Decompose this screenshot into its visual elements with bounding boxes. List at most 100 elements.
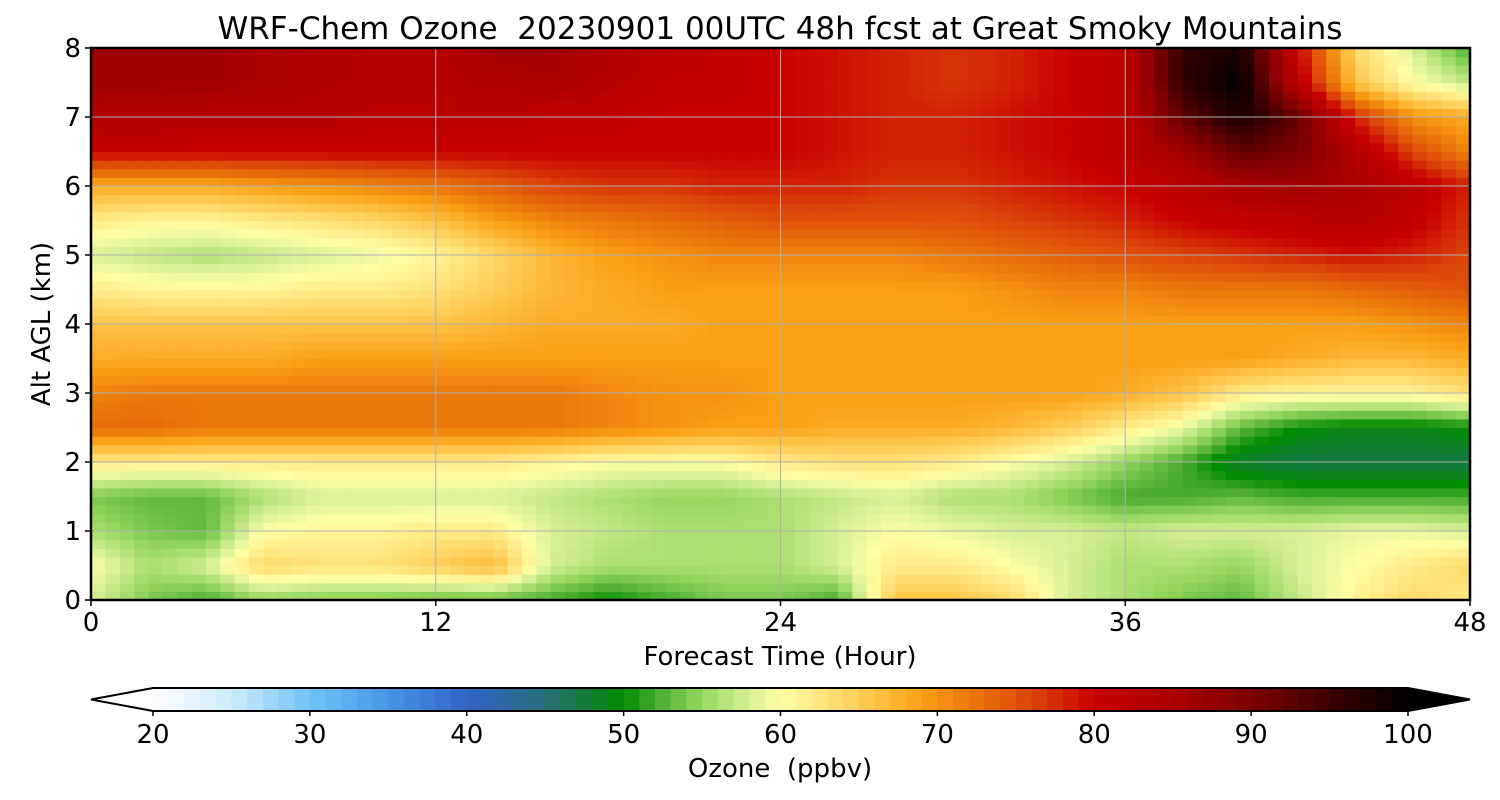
heatmap-cell [306,436,322,446]
heatmap-cell [1082,436,1098,446]
heatmap-cell [852,263,868,273]
heatmap-cell [766,513,782,523]
heatmap-cell [1211,151,1227,161]
heatmap-cell [1110,556,1126,567]
heatmap-cell [1441,393,1457,403]
heatmap-cell [320,367,336,377]
heatmap-cell [550,332,566,342]
heatmap-cell [1024,591,1040,600]
heatmap-cell [1053,384,1069,394]
heatmap-cell [995,470,1011,480]
heatmap-cell [823,522,839,532]
heatmap-cell [866,462,882,472]
heatmap-cell [1082,367,1098,377]
heatmap-cell [1153,591,1169,600]
heatmap-cell [723,505,738,515]
heatmap-cell [263,531,279,541]
heatmap-cell [1125,505,1141,515]
heatmap-cell [924,556,940,567]
heatmap-cell [205,358,221,368]
heatmap-cell [909,375,925,385]
heatmap-cell [967,375,983,385]
heatmap-cell [1053,462,1069,472]
heatmap-cell [780,289,796,299]
heatmap-cell [579,436,595,446]
heatmap-cell [292,496,308,506]
heatmap-cell [981,556,997,567]
heatmap-cell [1355,186,1371,196]
heatmap-cell [881,591,897,600]
heatmap-cell [579,341,595,351]
heatmap-cell [1426,479,1442,489]
heatmap-cell [766,522,782,532]
heatmap-cell [608,280,624,291]
heatmap-cell [651,427,667,437]
heatmap-cell [608,444,624,454]
heatmap-cell [981,298,997,308]
heatmap-cell [909,160,925,170]
heatmap-cell [1311,393,1327,403]
heatmap-cell [593,358,609,368]
heatmap-cell [938,160,954,170]
heatmap-cell [1139,229,1155,239]
heatmap-cell [995,487,1011,498]
heatmap-cell [478,341,494,351]
heatmap-cell [1311,289,1327,299]
heatmap-cell [622,186,638,196]
heatmap-cell [277,341,293,351]
heatmap-cell [751,522,767,532]
heatmap-cell [478,427,494,437]
heatmap-cell [1455,203,1470,213]
heatmap-cell [809,410,825,420]
heatmap-cell [1441,582,1457,592]
heatmap-cell [1211,462,1227,472]
heatmap-cell [1096,255,1112,265]
heatmap-cell [679,341,695,351]
heatmap-cell [909,531,925,541]
heatmap-cell [1225,487,1241,498]
heatmap-cell [1197,565,1213,575]
heatmap-cell [1010,315,1026,325]
heatmap-cell [866,418,882,429]
heatmap-cell [737,324,753,334]
heatmap-cell [249,237,264,247]
heatmap-cell [134,220,150,230]
heatmap-cell [1053,367,1069,377]
heatmap-cell [507,306,523,316]
heatmap-cell [1240,367,1256,377]
heatmap-cell [205,487,221,498]
heatmap-cell [866,341,882,351]
heatmap-cell [1369,341,1385,351]
heatmap-cell [723,203,738,213]
heatmap-cell [536,194,552,204]
heatmap-cell [205,246,221,256]
heatmap-cell [1225,444,1241,454]
heatmap-cell [823,272,839,282]
heatmap-cell [938,272,954,282]
heatmap-cell [651,462,667,472]
heatmap-cell [1254,289,1270,299]
heatmap-cell [421,479,437,489]
heatmap-cell [349,505,365,515]
heatmap-cell [119,410,135,420]
heatmap-cell [1297,203,1313,213]
heatmap-cell [1441,470,1457,480]
heatmap-cell [1139,401,1155,411]
heatmap-cell [1412,151,1428,161]
heatmap-cell [450,211,466,222]
heatmap-cell [335,229,351,239]
heatmap-cell [306,151,322,161]
heatmap-cell [1039,177,1055,187]
heatmap-cell [852,479,868,489]
heatmap-cell [565,574,580,584]
heatmap-cell [881,220,897,230]
heatmap-cell [1340,582,1356,592]
heatmap-cell [1225,186,1241,196]
heatmap-cell [1082,522,1098,532]
heatmap-cell [1283,582,1299,592]
heatmap-cell [751,315,767,325]
heatmap-cell [263,341,279,351]
heatmap-cell [306,194,322,204]
heatmap-cell [1067,367,1083,377]
heatmap-cell [852,427,868,437]
